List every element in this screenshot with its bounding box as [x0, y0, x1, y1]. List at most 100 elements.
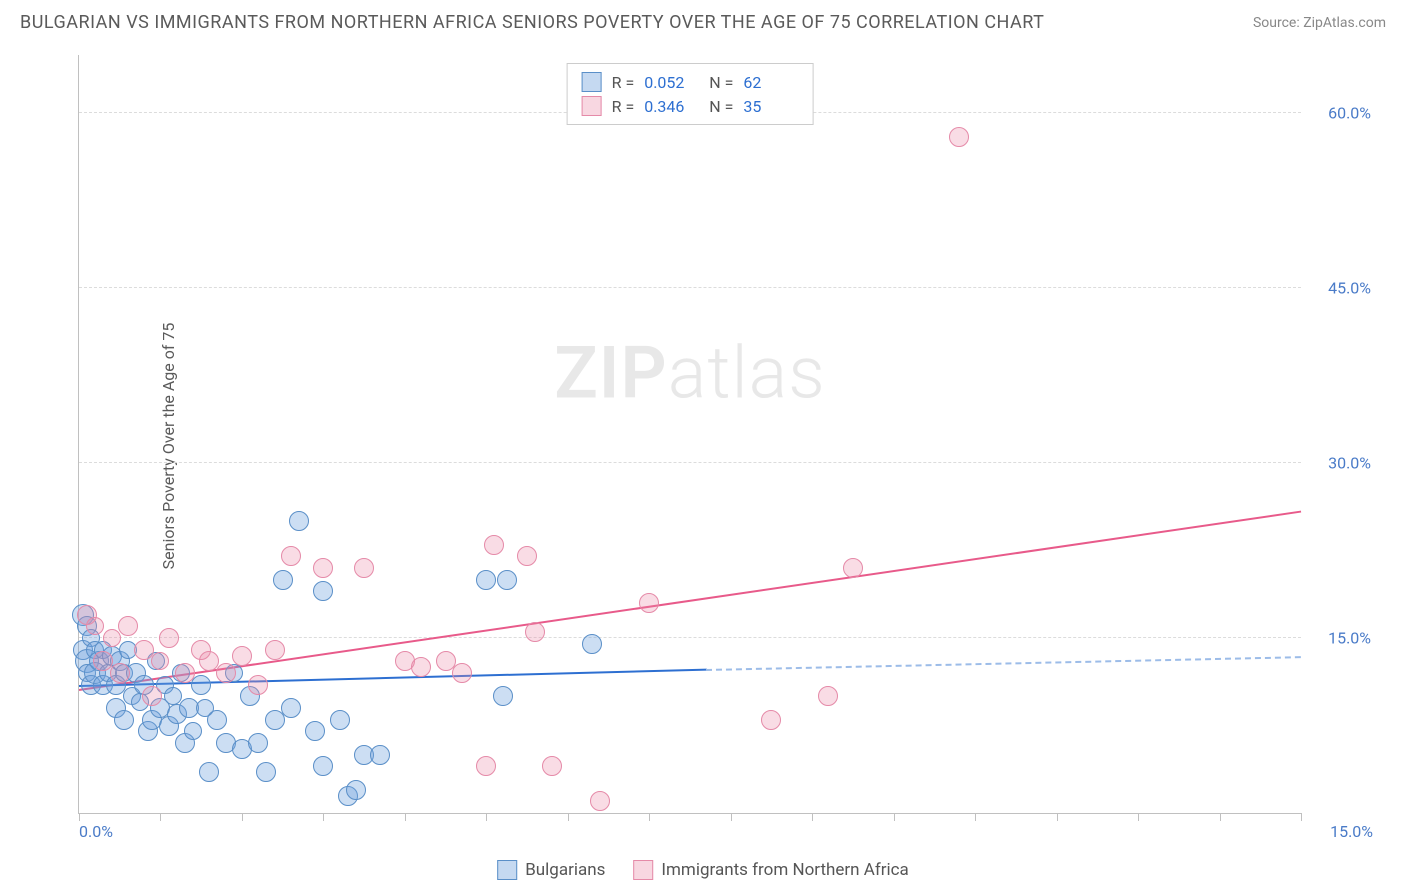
data-point-blue [164, 687, 182, 705]
x-tick [731, 813, 732, 821]
data-point-blue [248, 733, 268, 753]
x-tick [894, 813, 895, 821]
x-tick-label-min: 0.0% [79, 822, 113, 841]
data-point-pink [265, 640, 285, 660]
data-point-blue [184, 722, 202, 740]
data-point-pink [949, 127, 969, 147]
data-point-pink [476, 756, 496, 776]
n-label: N = [709, 97, 733, 116]
n-value: 62 [743, 73, 798, 92]
x-tick [1220, 813, 1221, 821]
data-point-pink [151, 652, 169, 670]
data-point-blue [476, 570, 496, 590]
legend-item: Immigrants from Northern Africa [633, 860, 908, 880]
watermark: ZIPatlas [554, 331, 826, 416]
legend-item: Bulgarians [497, 860, 605, 880]
data-point-blue [256, 762, 276, 782]
source-label: Source: ZipAtlas.com [1253, 15, 1386, 31]
data-point-pink [313, 558, 333, 578]
data-point-blue [313, 581, 333, 601]
x-tick [486, 813, 487, 821]
legend-swatch [582, 96, 602, 116]
x-tick-label-max: 15.0% [1330, 822, 1373, 841]
data-point-pink [159, 628, 179, 648]
plot-area: ZIPatlas R =0.052N =62R =0.346N =35 15.0… [78, 55, 1301, 814]
legend-label: Immigrants from Northern Africa [661, 860, 908, 880]
legend-label: Bulgarians [525, 860, 605, 880]
r-value: 0.346 [644, 97, 699, 116]
legend-row: R =0.346N =35 [582, 94, 799, 118]
x-tick [242, 813, 243, 821]
gridline [79, 287, 1301, 288]
x-tick [1057, 813, 1058, 821]
data-point-blue [370, 745, 390, 765]
x-tick [649, 813, 650, 821]
x-tick [323, 813, 324, 821]
data-point-blue [305, 721, 325, 741]
x-tick [79, 813, 80, 821]
data-point-blue [289, 511, 309, 531]
data-point-pink [525, 622, 545, 642]
data-point-pink [452, 663, 472, 683]
data-point-blue [281, 698, 301, 718]
data-point-pink [590, 791, 610, 811]
trendline-blue-dash [706, 656, 1301, 671]
x-tick [160, 813, 161, 821]
data-point-pink [281, 546, 301, 566]
data-point-pink [175, 663, 195, 683]
legend-swatch [497, 860, 517, 880]
data-point-pink [843, 558, 863, 578]
data-point-blue [582, 634, 602, 654]
data-point-blue [346, 780, 366, 800]
data-point-blue [207, 710, 227, 730]
data-point-pink [110, 663, 130, 683]
trendline-pink [79, 510, 1301, 690]
data-point-blue [191, 675, 211, 695]
series-legend: Bulgarians Immigrants from Northern Afric… [497, 860, 909, 880]
gridline [79, 637, 1301, 638]
data-point-blue [330, 710, 350, 730]
y-tick-label: 15.0% [1311, 629, 1371, 648]
watermark-zip: ZIP [554, 331, 667, 416]
x-tick [568, 813, 569, 821]
data-point-pink [118, 616, 138, 636]
data-point-pink [542, 756, 562, 776]
legend-swatch [633, 860, 653, 880]
chart-container: Seniors Poverty Over the Age of 75 ZIPat… [50, 50, 1376, 842]
y-tick-label: 45.0% [1311, 279, 1371, 298]
r-value: 0.052 [644, 73, 699, 92]
x-tick [405, 813, 406, 821]
data-point-blue [313, 756, 333, 776]
chart-title: BULGARIAN VS IMMIGRANTS FROM NORTHERN AF… [20, 12, 1044, 33]
data-point-pink [248, 675, 268, 695]
correlation-legend: R =0.052N =62R =0.346N =35 [567, 63, 814, 125]
data-point-pink [639, 593, 659, 613]
data-point-blue [497, 570, 517, 590]
data-point-pink [354, 558, 374, 578]
y-tick-label: 60.0% [1311, 104, 1371, 123]
legend-swatch [582, 72, 602, 92]
data-point-blue [199, 762, 219, 782]
y-tick-label: 30.0% [1311, 454, 1371, 473]
data-point-pink [517, 546, 537, 566]
gridline [79, 462, 1301, 463]
x-tick [812, 813, 813, 821]
data-point-pink [484, 535, 504, 555]
data-point-pink [818, 686, 838, 706]
data-point-pink [232, 646, 252, 666]
n-value: 35 [743, 97, 798, 116]
x-tick [1301, 813, 1302, 821]
data-point-pink [103, 629, 121, 647]
data-point-blue [493, 686, 513, 706]
data-point-pink [142, 686, 162, 706]
data-point-pink [411, 657, 431, 677]
data-point-pink [761, 710, 781, 730]
x-tick [975, 813, 976, 821]
legend-row: R =0.052N =62 [582, 70, 799, 94]
data-point-pink [86, 617, 104, 635]
x-tick [1138, 813, 1139, 821]
data-point-pink [216, 663, 236, 683]
data-point-pink [134, 640, 154, 660]
r-label: R = [612, 73, 635, 92]
data-point-blue [114, 710, 134, 730]
